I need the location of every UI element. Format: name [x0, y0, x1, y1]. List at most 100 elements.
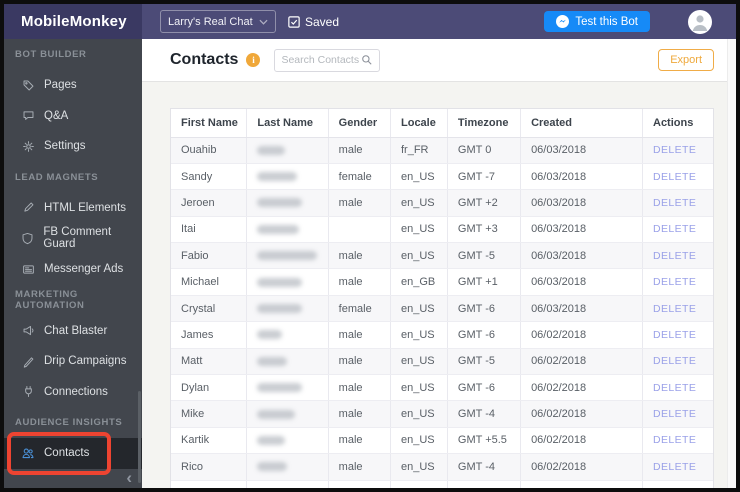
- sidebar-scrollbar[interactable]: [138, 391, 141, 483]
- app-logo: MobileMonkey: [4, 4, 142, 39]
- delete-link[interactable]: DELETE: [653, 460, 697, 473]
- actions-cell: DELETE: [642, 137, 713, 164]
- search-input[interactable]: [281, 54, 362, 66]
- sidebar-item-label: Q&A: [44, 109, 69, 122]
- delete-link[interactable]: DELETE: [653, 408, 697, 421]
- drip-icon: [21, 354, 35, 368]
- table-header-row: First Name Last Name Gender Locale Timezone C…: [171, 109, 713, 138]
- last-name-cell: [246, 453, 329, 481]
- delete-link[interactable]: DELETE: [653, 196, 697, 209]
- bot-selector-dropdown[interactable]: Larry's Real Chat...: [160, 10, 276, 33]
- sidebar-item-label: Settings: [44, 140, 86, 153]
- table-row: Kartik male en_US GMT +5.5 06/02/2018 DELETE: [171, 427, 713, 455]
- timezone-cell: GMT +1: [447, 268, 522, 296]
- gender-cell: male: [328, 268, 392, 296]
- timezone-cell: GMT -7: [447, 163, 522, 191]
- actions-cell: DELETE: [642, 268, 713, 296]
- last-name-cell: [246, 242, 329, 270]
- gender-cell: female: [328, 295, 392, 323]
- locale-cell: en_US: [390, 163, 448, 191]
- sidebar-item-q-a[interactable]: Q&A: [4, 100, 142, 131]
- test-bot-button[interactable]: Test this Bot: [544, 11, 650, 32]
- locale-cell: en_US: [390, 242, 448, 270]
- delete-link[interactable]: DELETE: [653, 223, 697, 236]
- plug-icon: [21, 385, 35, 399]
- redacted-last-name: [257, 435, 286, 445]
- sidebar-item-messenger-ads[interactable]: Messenger Ads: [4, 254, 142, 285]
- avatar[interactable]: [688, 9, 712, 34]
- last-name-cell: [246, 427, 329, 455]
- delete-link[interactable]: DELETE: [653, 355, 697, 368]
- gender-cell: male: [328, 374, 392, 402]
- locale-cell: en_US: [390, 216, 448, 244]
- sidebar-item-settings[interactable]: Settings: [4, 131, 142, 162]
- timezone-cell: GMT -6: [447, 321, 522, 349]
- delete-link[interactable]: DELETE: [653, 434, 697, 447]
- page-scrollbar[interactable]: [727, 39, 736, 488]
- sidebar-collapse-icon[interactable]: ‹: [126, 468, 132, 487]
- messenger-icon: [556, 15, 570, 28]
- chevron-down-icon: [259, 19, 268, 25]
- delete-link[interactable]: DELETE: [653, 302, 697, 315]
- sidebar-item-label: Messenger Ads: [44, 263, 124, 276]
- locale-cell: en_US: [390, 400, 448, 428]
- sidebar-item-connections[interactable]: Connections: [4, 377, 142, 408]
- locale-cell: fr_FR: [390, 137, 448, 164]
- gender-cell: male: [328, 427, 392, 455]
- first-name-cell: Mike: [171, 400, 248, 428]
- saved-label: Saved: [305, 14, 340, 29]
- delete-link[interactable]: DELETE: [653, 170, 697, 183]
- sidebar-item-pages[interactable]: Pages: [4, 70, 142, 101]
- gender-cell: male: [328, 321, 392, 349]
- last-name-cell: [246, 295, 329, 323]
- last-name-cell: [246, 348, 329, 376]
- ad-icon: [21, 262, 35, 276]
- gender-cell: female: [328, 163, 392, 191]
- timezone-cell: GMT +5.5: [447, 427, 522, 455]
- export-button[interactable]: Export: [658, 49, 714, 71]
- delete-link[interactable]: DELETE: [653, 249, 697, 262]
- actions-cell: DELETE: [642, 242, 713, 270]
- actions-cell: DELETE: [642, 453, 713, 481]
- redacted-last-name: [257, 304, 303, 314]
- sidebar-item-chat-blaster[interactable]: Chat Blaster: [4, 315, 142, 346]
- bot-selector-value: Larry's Real Chat...: [168, 15, 253, 28]
- actions-cell: DELETE: [642, 216, 713, 244]
- pen-icon: [21, 201, 35, 215]
- locale-cell: en_US: [390, 295, 448, 323]
- table-row: James male en_US GMT -6 06/02/2018 DELETE: [171, 321, 713, 349]
- table-row: Jeroen male en_US GMT +2 06/03/2018 DELETE: [171, 189, 713, 217]
- locale-cell: en_US: [390, 427, 448, 455]
- created-cell: 06/03/2018: [520, 295, 643, 323]
- last-name-cell: [246, 400, 329, 428]
- tag-icon: [21, 78, 35, 92]
- shield-icon: [21, 231, 34, 245]
- sidebar-item-drip-campaigns[interactable]: Drip Campaigns: [4, 346, 142, 377]
- timezone-cell: GMT -4: [447, 400, 522, 428]
- info-icon[interactable]: i: [246, 53, 261, 67]
- sidebar-section-lead-magnets: LEAD MAGNETS: [15, 171, 99, 183]
- actions-cell: DELETE: [642, 374, 713, 402]
- delete-link[interactable]: DELETE: [653, 381, 697, 394]
- first-name-cell: Rico: [171, 453, 248, 481]
- redacted-last-name: [257, 356, 288, 366]
- delete-link[interactable]: DELETE: [653, 328, 697, 341]
- check-square-icon: [288, 15, 300, 28]
- delete-link[interactable]: DELETE: [653, 144, 697, 157]
- sidebar-item-fb-comment-guard[interactable]: FB Comment Guard: [4, 223, 142, 254]
- created-cell: 06/02/2018: [520, 453, 643, 481]
- sidebar-item-html-elements[interactable]: HTML Elements: [4, 192, 142, 223]
- delete-link[interactable]: DELETE: [653, 276, 697, 289]
- locale-cell: en_US: [390, 374, 448, 402]
- search-icon: [361, 54, 373, 66]
- created-cell: 06/03/2018: [520, 189, 643, 217]
- gender-cell: male: [328, 400, 392, 428]
- sidebar-item-label: Contacts: [44, 447, 90, 460]
- created-cell: 06/03/2018: [520, 137, 643, 164]
- last-name-cell: [246, 137, 329, 164]
- table-row: Fabio male en_US GMT -5 06/03/2018 DELETE: [171, 242, 713, 270]
- sidebar-section-audience-insights: AUDIENCE INSIGHTS: [15, 417, 123, 429]
- sidebar-item-contacts[interactable]: Contacts: [4, 437, 142, 469]
- table-row-partial: [171, 480, 713, 488]
- topbar: MobileMonkey Larry's Real Chat... Saved …: [4, 4, 736, 39]
